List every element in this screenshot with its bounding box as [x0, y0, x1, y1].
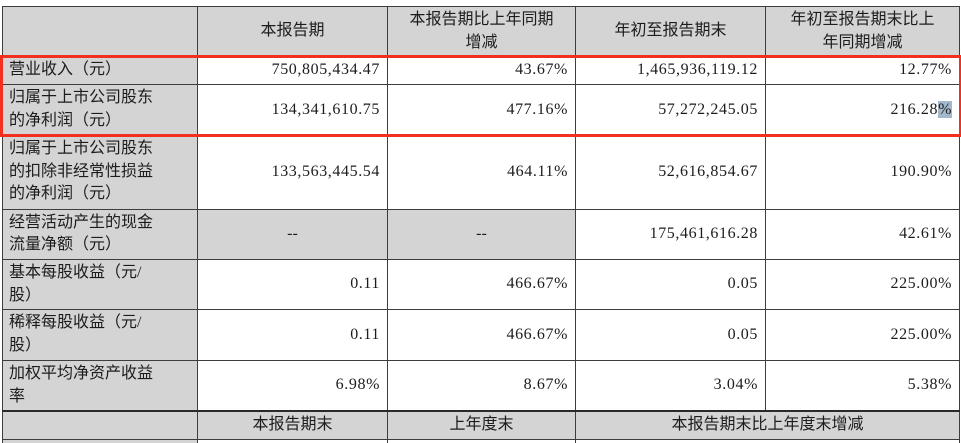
header-ytd: 年初至报告期末	[575, 5, 766, 58]
table-row-total-assets: 总资产（元） 4,552,973,237.61 4,329,640,155.09…	[2, 439, 960, 443]
report-table: 本报告期 本报告期比上年同期 增减 年初至报告期末 年初至报告期末比上 年同期增…	[2, 5, 960, 443]
value-current-period: 134,341,610.75	[197, 84, 388, 136]
value-ytd: 0.05	[575, 259, 766, 311]
value-current-period-end: 4,552,973,237.61	[197, 439, 388, 443]
value-current-period: 0.11	[197, 309, 388, 361]
table-header-row: 本报告期 本报告期比上年同期 增减 年初至报告期末 年初至报告期末比上 年同期增…	[2, 5, 960, 58]
table-row-net-profit-excl-nonrecurring: 归属于上市公司股东 的扣除非经常性损益 的净利润（元） 133,563,445.…	[2, 134, 960, 210]
value-ytd: 1,465,936,119.12	[575, 56, 766, 86]
value-ytd-yoy-change: 5.38%	[765, 359, 960, 412]
header-yoy-change: 本报告期比上年同期 增减	[387, 5, 576, 58]
row-label: 营业收入（元）	[2, 56, 198, 86]
value-yoy-change: --	[387, 208, 576, 261]
value-ytd-yoy-change: 12.77%	[765, 56, 960, 86]
table-row-operating-cash-flow: 经营活动产生的现金 流量净额（元） -- -- 175,461,616.28 4…	[2, 208, 960, 261]
table-row-basic-eps: 基本每股收益（元/ 股） 0.11 466.67% 0.05 225.00%	[2, 259, 960, 311]
table-row-revenue: 营业收入（元） 750,805,434.47 43.67% 1,465,936,…	[2, 56, 960, 86]
header-change-vs-prior-year-end: 本报告期末比上年度末增减	[575, 410, 960, 441]
table-row-diluted-eps: 稀释每股收益（元/ 股） 0.11 466.67% 0.05 225.00%	[2, 309, 960, 361]
value-current-period: 133,563,445.54	[197, 134, 388, 210]
table-row-weighted-avg-roe: 加权平均净资产收益 率 6.98% 8.67% 3.04% 5.38%	[2, 359, 960, 412]
value-current-period: 750,805,434.47	[197, 56, 388, 86]
value-ytd-yoy-change: 42.61%	[765, 208, 960, 261]
value-ytd: 3.04%	[575, 359, 766, 412]
value-ytd: 175,461,616.28	[575, 208, 766, 261]
value-change-vs-prior-year-end: 5.16%	[575, 439, 960, 443]
financial-summary-section: 本报告期 本报告期比上年同期 增减 年初至报告期末 年初至报告期末比上 年同期增…	[2, 5, 960, 443]
value-ytd: 0.05	[575, 309, 766, 361]
row-label: 经营活动产生的现金 流量净额（元）	[2, 208, 198, 261]
value-yoy-change: 43.67%	[387, 56, 576, 86]
value-current-period: --	[197, 208, 388, 261]
selected-percent-sign: %	[938, 100, 952, 118]
value-yoy-change: 466.67%	[387, 259, 576, 311]
row-label: 基本每股收益（元/ 股）	[2, 259, 198, 311]
percent-value: 216.28	[890, 100, 939, 118]
value-ytd-yoy-change: 225.00%	[765, 309, 960, 361]
row-label: 归属于上市公司股东 的扣除非经常性损益 的净利润（元）	[2, 134, 198, 210]
value-yoy-change: 466.67%	[387, 309, 576, 361]
header-current-period-end: 本报告期末	[197, 410, 388, 441]
row-label: 归属于上市公司股东 的净利润（元）	[2, 84, 198, 136]
value-yoy-change: 8.67%	[387, 359, 576, 412]
row-label: 加权平均净资产收益 率	[2, 359, 198, 412]
table-row-net-profit: 归属于上市公司股东 的净利润（元） 134,341,610.75 477.16%…	[2, 84, 960, 136]
period-end-corner-cell	[2, 410, 198, 441]
header-ytd-yoy-change: 年初至报告期末比上 年同期增减	[765, 5, 960, 58]
value-ytd-yoy-change: 190.90%	[765, 134, 960, 210]
value-yoy-change: 477.16%	[387, 84, 576, 136]
value-ytd: 57,272,245.05	[575, 84, 766, 136]
value-current-period: 0.11	[197, 259, 388, 311]
header-corner-cell	[2, 5, 198, 58]
value-current-period: 6.98%	[197, 359, 388, 412]
value-yoy-change: 464.11%	[387, 134, 576, 210]
row-label: 稀释每股收益（元/ 股）	[2, 309, 198, 361]
table-period-end-header-row: 本报告期末 上年度末 本报告期末比上年度末增减	[2, 410, 960, 441]
row-label: 总资产（元）	[2, 439, 198, 443]
header-current-period: 本报告期	[197, 5, 388, 58]
value-ytd: 52,616,854.67	[575, 134, 766, 210]
value-ytd-yoy-change: 216.28%	[765, 84, 960, 136]
value-prior-year-end: 4,329,640,155.09	[387, 439, 576, 443]
header-prior-year-end: 上年度末	[387, 410, 576, 441]
value-ytd-yoy-change: 225.00%	[765, 259, 960, 311]
